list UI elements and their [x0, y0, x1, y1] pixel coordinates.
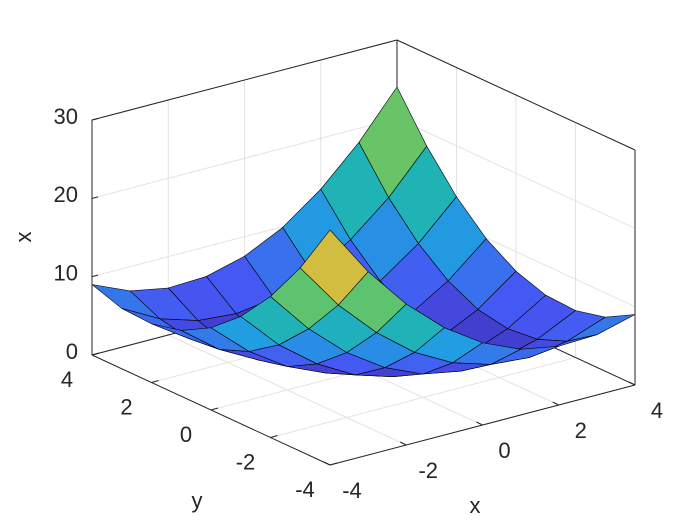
- y-tick-label: -4: [295, 477, 315, 502]
- z-tick-label: 0: [66, 339, 78, 364]
- surface-patch: [299, 229, 369, 306]
- x-tick: [476, 421, 483, 426]
- y-tick: [270, 435, 278, 438]
- grid-line: [270, 357, 576, 438]
- x-tick-label: 2: [575, 418, 587, 443]
- x-tick-label: 0: [498, 438, 510, 463]
- z-tick-label: 30: [54, 104, 78, 129]
- y-axis-label: y: [192, 488, 203, 513]
- front-layer: 0 10 20 30 -4 -2 0 2 4 -4 -2 0 2 4: [54, 104, 664, 503]
- z-tick: [91, 118, 99, 121]
- x-tick-label: -2: [418, 458, 438, 483]
- y-tick-label: 4: [61, 367, 73, 392]
- x-axis-label: x: [470, 493, 481, 518]
- grid-line: [396, 117, 636, 229]
- z-tick: [91, 274, 99, 278]
- x-tick: [628, 381, 636, 386]
- x-tick-label: 4: [651, 398, 663, 423]
- surface: [91, 86, 636, 378]
- x-tick: [400, 441, 407, 446]
- z-tick: [91, 196, 99, 199]
- y-tick-label: 0: [180, 422, 192, 447]
- y-tick: [91, 352, 100, 356]
- z-tick-label: 10: [54, 260, 78, 285]
- grid-line: [91, 117, 398, 199]
- box-edge: [396, 39, 636, 151]
- y-tick-label: 2: [120, 394, 132, 419]
- x-tick-label: -4: [342, 478, 362, 503]
- y-tick: [329, 462, 338, 466]
- z-tick-label: 20: [54, 182, 78, 207]
- y-tick-label: -2: [236, 449, 256, 474]
- y-tick: [210, 407, 219, 411]
- x-tick: [552, 401, 559, 406]
- box-edge: [91, 39, 398, 121]
- y-tick: [151, 380, 159, 383]
- x-tick: [323, 461, 331, 466]
- z-axis-label: x: [11, 232, 36, 243]
